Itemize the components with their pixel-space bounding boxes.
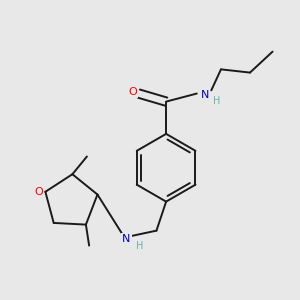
Text: O: O bbox=[34, 187, 43, 197]
Text: H: H bbox=[213, 96, 221, 106]
Text: O: O bbox=[128, 87, 137, 97]
Text: H: H bbox=[136, 241, 143, 251]
Text: N: N bbox=[122, 234, 130, 244]
Text: N: N bbox=[201, 89, 209, 100]
